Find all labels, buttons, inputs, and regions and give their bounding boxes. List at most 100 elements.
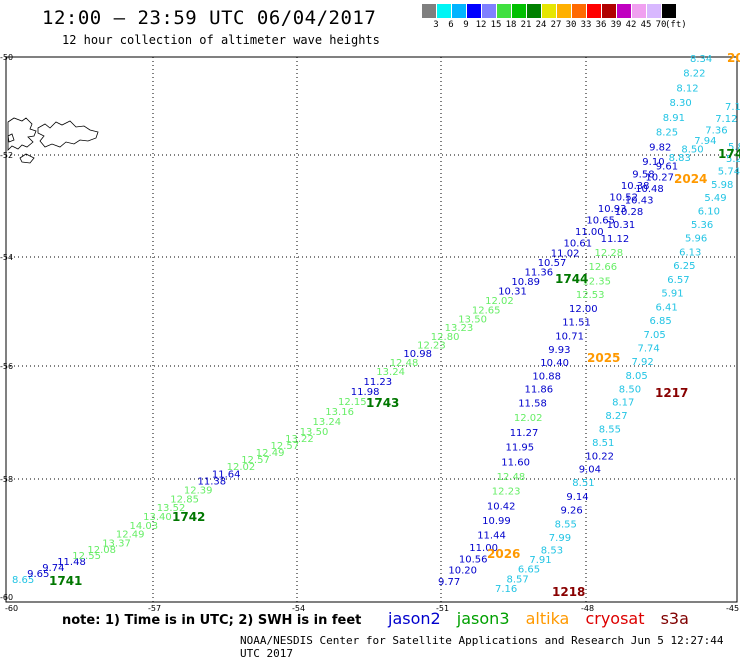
wave-height-label: 6.57 xyxy=(667,275,689,286)
wave-height-label: 6.41 xyxy=(656,302,678,313)
wave-height-label: 12.15 xyxy=(338,397,367,408)
legend-jason2: jason2 xyxy=(388,609,441,628)
wave-height-label: 13.37 xyxy=(102,539,131,550)
wave-height-label: 12.39 xyxy=(184,486,213,497)
wave-height-label: 7.36 xyxy=(705,126,727,137)
wave-height-label: 13.22 xyxy=(285,434,314,445)
wave-height-label: 7.12 xyxy=(715,114,737,125)
lat-label: -56 xyxy=(0,362,13,371)
wave-height-label: 10.99 xyxy=(482,516,511,527)
scale-tick-label: 42 xyxy=(625,20,637,30)
lat-label: -52 xyxy=(0,151,13,160)
lat-label: -50 xyxy=(0,53,13,62)
wave-height-label: 7.16 xyxy=(495,584,517,595)
lat-label: -54 xyxy=(0,253,13,262)
scale-tick-label: 45 xyxy=(640,20,652,30)
wave-height-label: 7.94 xyxy=(694,136,716,147)
scale-tick-label: 21 xyxy=(520,20,532,30)
wave-height-label: 8.65 xyxy=(12,575,34,586)
scale-unit: (ft) xyxy=(665,20,687,30)
wave-height-label: 5.91 xyxy=(661,289,683,300)
wave-height-label: 11.44 xyxy=(477,530,506,541)
wave-height-label: 8.83 xyxy=(669,153,691,164)
wave-height-label: 10.27 xyxy=(645,173,674,184)
wave-height-label: 12.49 xyxy=(256,448,285,459)
wave-height-label: 9.10 xyxy=(642,157,664,168)
wave-height-label: 7.99 xyxy=(549,533,571,544)
wave-height-label: 10.65 xyxy=(586,216,615,227)
pass-id-label: 1741 xyxy=(49,574,82,588)
wave-height-label: 12.02 xyxy=(514,413,543,424)
wave-height-label: 12.65 xyxy=(472,306,501,317)
pass-labels: 1741 1742 1743 1744 1745 2024 2025 2026 2027 1217… xyxy=(49,51,740,599)
wave-height-label: 6.65 xyxy=(518,565,540,576)
wave-height-label: 10.56 xyxy=(459,554,488,565)
wave-height-label: 11.98 xyxy=(351,387,380,398)
scale-swatch xyxy=(571,4,586,18)
wave-height-label: 8.12 xyxy=(676,84,698,95)
wave-height-label: 9.61 xyxy=(656,162,678,173)
wave-height-label: 10.71 xyxy=(555,331,584,342)
scale-tick-label: 24 xyxy=(535,20,547,30)
wave-height-label: 9.93 xyxy=(548,345,570,356)
scale-tick-label: 36 xyxy=(595,20,607,30)
wave-height-label: 11.95 xyxy=(506,443,535,454)
note-text: note: 1) Time is in UTC; 2) SWH is in fe… xyxy=(62,613,362,628)
wave-height-label: 8.34 xyxy=(690,54,712,65)
map-subtitle: 12 hour collection of altimeter wave hei… xyxy=(62,33,380,47)
wave-height-label: 13.16 xyxy=(325,407,354,418)
scale-swatch xyxy=(661,4,676,18)
wave-height-label: 13.50 xyxy=(458,314,487,325)
wave-height-label: 8.53 xyxy=(541,546,563,557)
wave-height-label: 8.17 xyxy=(612,398,634,409)
wave-height-label: 10.88 xyxy=(532,371,561,382)
scale-tick-label: 39 xyxy=(610,20,622,30)
legend-cryosat: cryosat xyxy=(585,609,645,628)
wave-height-label: 10.40 xyxy=(540,358,569,369)
wave-height-label: 11.86 xyxy=(525,385,554,396)
wave-height-label: 6.25 xyxy=(673,261,695,272)
pass-id-label: 2026 xyxy=(487,547,520,561)
wave-height-label: 13.24 xyxy=(376,367,405,378)
satellite-legend: jason2 jason3 altika cryosat s3a xyxy=(388,609,700,628)
pass-id-label: 1217 xyxy=(655,386,688,400)
wave-height-label: 12.57 xyxy=(241,455,270,466)
wave-height-label: 12.23 xyxy=(417,341,446,352)
wave-height-label: 9.14 xyxy=(566,492,588,503)
scale-swatch xyxy=(421,4,436,18)
wave-height-label: 13.24 xyxy=(313,417,342,428)
wave-height-label: 10.28 xyxy=(615,207,644,218)
wave-height-label: 8.51 xyxy=(592,438,614,449)
pass-id-label: 1745 xyxy=(718,147,740,161)
wave-height-label: 9.26 xyxy=(561,506,583,517)
wave-height-label: 5.36 xyxy=(691,220,713,231)
scale-swatch xyxy=(496,4,511,18)
wave-height-label: 12.28 xyxy=(595,248,624,259)
pass-id-label: 1743 xyxy=(366,396,399,410)
wave-height-label: 8.55 xyxy=(599,425,621,436)
scale-swatch xyxy=(436,4,451,18)
wave-height-label: 12.57 xyxy=(271,441,300,452)
wave-height-label: 12.23 xyxy=(492,487,521,498)
lon-label: -48 xyxy=(581,604,594,613)
wave-height-label: 12.35 xyxy=(582,276,611,287)
wave-height-label: 12.00 xyxy=(569,304,598,315)
wave-height-label: 11.36 xyxy=(525,268,554,279)
wave-height-label: 10.48 xyxy=(635,184,664,195)
wave-height-label: 8.27 xyxy=(605,411,627,422)
wave-height-label: 11.51 xyxy=(562,318,591,329)
wave-height-label: 9.82 xyxy=(649,142,671,153)
scale-swatch xyxy=(511,4,526,18)
wave-height-label: 12.53 xyxy=(576,290,605,301)
scale-swatch xyxy=(631,4,646,18)
scale-tick-label: 12 xyxy=(475,20,487,30)
wave-height-label: 11.48 xyxy=(57,557,86,568)
scale-swatch xyxy=(556,4,571,18)
pass-id-label: 2025 xyxy=(587,351,620,365)
wave-height-label: 5.98 xyxy=(711,180,733,191)
wave-height-label: 13.50 xyxy=(300,427,329,438)
wave-height-label: 5.96 xyxy=(685,234,707,245)
scale-swatch xyxy=(616,4,631,18)
wave-height-label: 9.77 xyxy=(438,577,460,588)
wave-height-label: 13.52 xyxy=(157,503,186,514)
